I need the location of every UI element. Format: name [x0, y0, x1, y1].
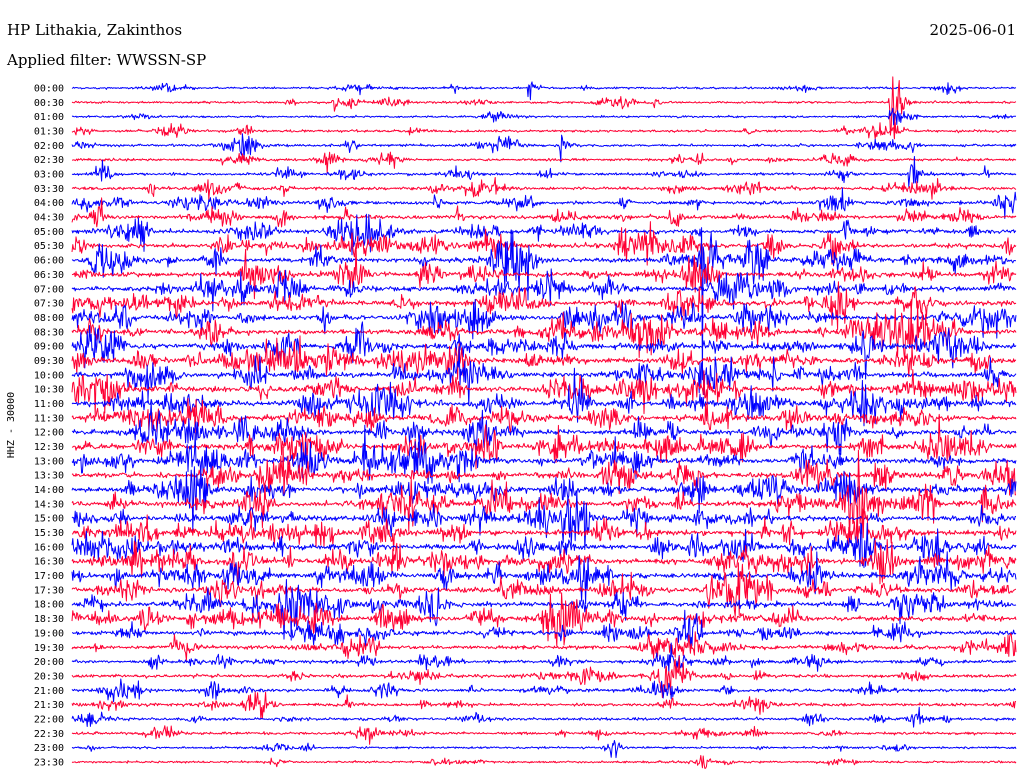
trace-line [71, 76, 1017, 140]
trace-line [71, 299, 1017, 361]
y-tick-label: 00:00 [34, 84, 64, 95]
trace-line [71, 107, 1017, 126]
trace-line [71, 177, 1017, 201]
trace-line [71, 755, 1017, 769]
y-tick-label: 14:30 [34, 499, 64, 510]
trace-line [71, 281, 1017, 330]
y-tick-label: 19:30 [34, 643, 64, 654]
date-label: 2025-06-01 [929, 21, 1016, 39]
y-tick-label: 03:30 [34, 184, 64, 195]
filter-label: Applied filter: WWSSN-SP [7, 51, 207, 69]
trace-line [71, 299, 1017, 340]
trace-line [71, 706, 1016, 728]
y-tick-label: 04:00 [34, 198, 64, 209]
trace-line [71, 81, 1017, 101]
y-tick-label: 19:00 [34, 628, 64, 639]
y-tick-label: 02:30 [34, 155, 64, 166]
trace-line [71, 227, 1017, 381]
y-tick-label: 08:30 [34, 327, 64, 338]
trace-line [71, 490, 1016, 550]
y-tick-label: 10:00 [34, 370, 64, 381]
trace-line [71, 122, 1017, 140]
y-tick-label: 23:00 [34, 743, 64, 754]
y-tick-label: 12:30 [34, 442, 64, 453]
trace-line [71, 187, 1017, 219]
y-tick-label: 13:00 [34, 456, 64, 467]
y-tick-label: 09:00 [34, 342, 64, 353]
y-tick-label: 01:30 [34, 127, 64, 138]
trace-line [71, 268, 1017, 312]
y-tick-label: 15:00 [34, 514, 64, 525]
trace-line [71, 321, 1017, 380]
y-tick-label: 22:00 [34, 714, 64, 725]
trace-line [71, 551, 1017, 605]
trace-line [71, 678, 1017, 703]
y-tick-label: 11:00 [34, 399, 64, 410]
trace-line [71, 156, 1017, 188]
y-tick-label: 18:30 [34, 614, 64, 625]
tick-label-group: 00:00 00:30 01:00 01:30 02:00 02:30 03:00 03:30… [34, 84, 64, 769]
trace-line [71, 522, 1017, 569]
trace-line [71, 562, 1017, 617]
y-tick-label: 20:00 [34, 657, 64, 668]
y-tick-label: 17:30 [34, 585, 64, 596]
trace-line [71, 631, 1017, 661]
y-tick-label: 17:00 [34, 571, 64, 582]
trace-line [71, 133, 1017, 163]
y-tick-label: 07:00 [34, 284, 64, 295]
y-tick-label: 01:00 [34, 112, 64, 123]
trace-line [71, 221, 1017, 266]
trace-line [71, 691, 1017, 719]
y-tick-label: 07:30 [34, 299, 64, 310]
trace-line [71, 508, 1017, 552]
trace-line [71, 242, 1017, 300]
y-tick-label: 23:30 [34, 757, 64, 768]
y-tick-label: 15:30 [34, 528, 64, 539]
y-tick-label: 21:00 [34, 686, 64, 697]
y-tick-label: 08:00 [34, 313, 64, 324]
y-tick-label: 16:30 [34, 557, 64, 568]
y-tick-label: 06:00 [34, 256, 64, 267]
trace-line [71, 655, 1017, 699]
trace-line [71, 367, 1017, 427]
y-tick-label: 20:30 [34, 671, 64, 682]
trace-line [71, 449, 1017, 542]
y-tick-label: 04:30 [34, 213, 64, 224]
y-tick-label: 10:30 [34, 385, 64, 396]
trace-group [71, 76, 1017, 769]
y-tick-label: 06:30 [34, 270, 64, 281]
trace-line [71, 335, 1017, 380]
y-tick-label: 13:30 [34, 471, 64, 482]
trace-line [72, 609, 1017, 652]
trace-line [71, 197, 1017, 228]
y-tick-label: 18:00 [34, 600, 64, 611]
trace-line [71, 413, 1017, 470]
y-tick-label: 00:30 [34, 98, 64, 109]
trace-line [71, 466, 1017, 532]
y-tick-label: 21:30 [34, 700, 64, 711]
y-tick-label: 05:30 [34, 241, 64, 252]
trace-line [71, 402, 1017, 455]
trace-line [71, 592, 1017, 647]
trace-line [71, 346, 1017, 406]
trace-line [71, 369, 1017, 416]
trace-line [71, 642, 1017, 673]
trace-line [71, 740, 1017, 759]
y-tick-label: 11:30 [34, 413, 64, 424]
station-title: HP Lithakia, Zakinthos [7, 21, 183, 39]
y-tick-label: 22:30 [34, 729, 64, 740]
trace-line [71, 213, 1017, 256]
y-tick-label: 02:00 [34, 141, 64, 152]
y-tick-label: 09:30 [34, 356, 64, 367]
y-tick-label: 05:00 [34, 227, 64, 238]
trace-line [72, 151, 1017, 174]
y-tick-label: 16:00 [34, 542, 64, 553]
y-tick-label: 03:00 [34, 170, 64, 181]
trace-line [71, 725, 1017, 745]
y-tick-label: 12:00 [34, 428, 64, 439]
trace-line [71, 398, 1017, 439]
y-tick-label: 14:00 [34, 485, 64, 496]
trace-line [71, 579, 1017, 641]
